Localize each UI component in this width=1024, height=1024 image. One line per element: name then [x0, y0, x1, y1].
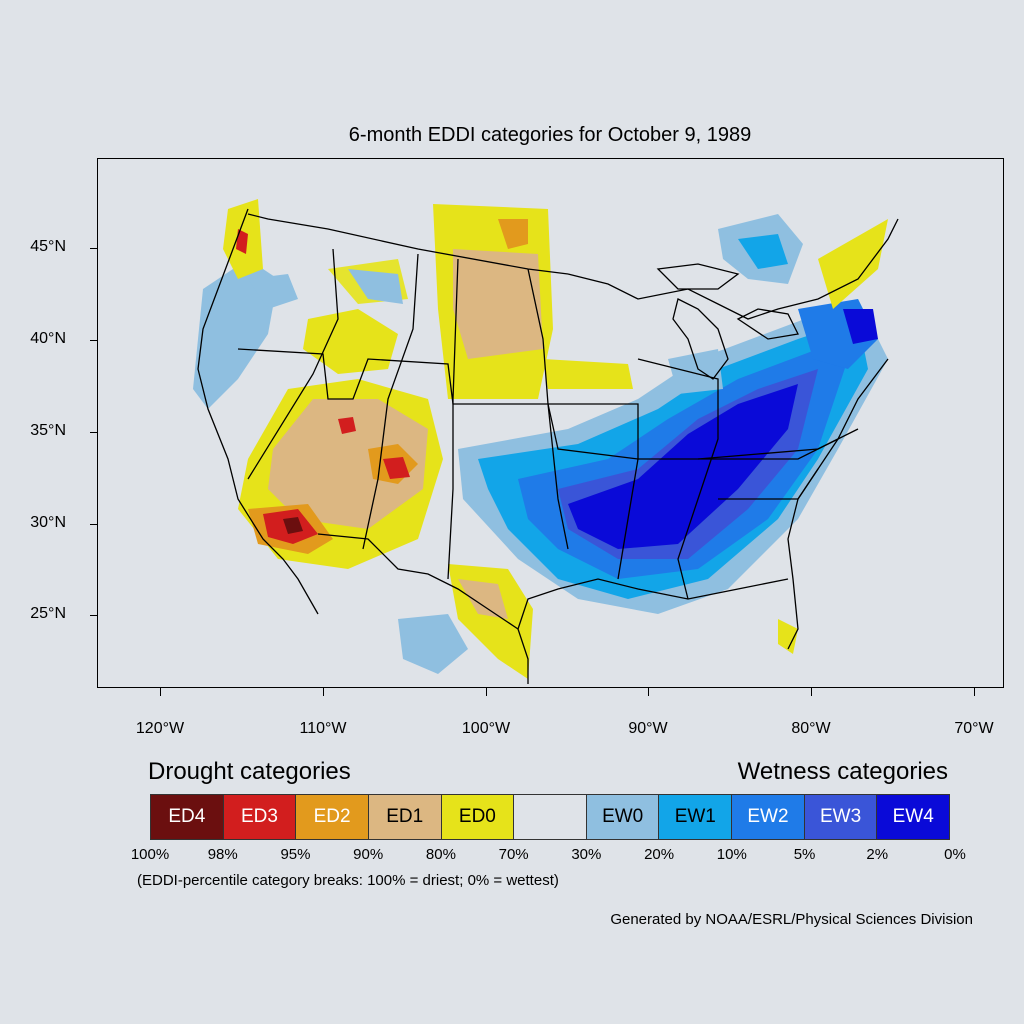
percent-break-label: 5% [793, 846, 816, 863]
map-title: 6-month EDDI categories for October 9, 1… [348, 124, 752, 146]
percent-break-label: 95% [280, 846, 311, 863]
lat-tick [90, 340, 97, 341]
lon-label: 80°W [791, 720, 831, 737]
legend-swatch [514, 795, 587, 839]
lat-tick [90, 248, 97, 249]
lat-tick [90, 432, 97, 433]
map-panel [97, 158, 1004, 688]
lon-label: 120°W [135, 720, 185, 737]
legend-swatch: ED4 [151, 795, 224, 839]
percent-break-label: 2% [866, 846, 889, 863]
percent-break-label: 100% [130, 846, 170, 863]
lon-tick [486, 688, 487, 696]
percent-break-label: 0% [944, 846, 966, 863]
legend-swatch: EW2 [732, 795, 805, 839]
legend-swatch: EW3 [804, 795, 878, 839]
lat-label: 30°N [30, 514, 66, 531]
legend-swatch: EW4 [877, 795, 950, 839]
lat-label: 25°N [30, 605, 66, 622]
lon-tick [160, 688, 161, 696]
legend-swatch: ED2 [296, 795, 369, 839]
lat-tick [90, 615, 97, 616]
lat-label: 45°N [30, 238, 66, 255]
lat-tick [90, 524, 97, 525]
legend-colorbar: ED4 ED3 ED2 ED1 ED0 EW0 EW1 EW2 EW3 EW4 [150, 794, 950, 840]
percent-break-label: 90% [353, 846, 384, 863]
percent-break-label: 30% [571, 846, 602, 863]
legend-swatch: ED1 [368, 795, 442, 839]
lon-label: 110°W [299, 720, 347, 737]
legend-swatch: EW0 [586, 795, 660, 839]
legend-note: (EDDI-percentile category breaks: 100% =… [137, 872, 559, 889]
lon-label: 70°W [954, 720, 994, 737]
percent-break-label: 70% [498, 846, 529, 863]
lon-tick [974, 688, 975, 696]
lon-label: 90°W [628, 720, 668, 737]
lon-tick [648, 688, 649, 696]
drought-heading: Drought categories [148, 758, 351, 785]
lat-label: 40°N [30, 330, 66, 347]
boundary-lines [197, 208, 899, 684]
legend-swatch: ED0 [441, 795, 515, 839]
percent-break-label: 10% [716, 846, 747, 863]
percent-break-label: 98% [207, 846, 238, 863]
legend-swatch: ED3 [223, 795, 297, 839]
wetness-heading: Wetness categories [737, 758, 948, 785]
percent-break-label: 20% [644, 846, 675, 863]
legend-swatch: EW1 [659, 795, 733, 839]
lat-label: 35°N [30, 422, 66, 439]
percent-break-label: 80% [425, 846, 456, 863]
lon-tick [811, 688, 812, 696]
credit-line: Generated by NOAA/ESRL/Physical Sciences… [610, 911, 973, 928]
eddi-map [193, 199, 899, 684]
lon-label: 100°W [461, 720, 511, 737]
lon-tick [323, 688, 324, 696]
